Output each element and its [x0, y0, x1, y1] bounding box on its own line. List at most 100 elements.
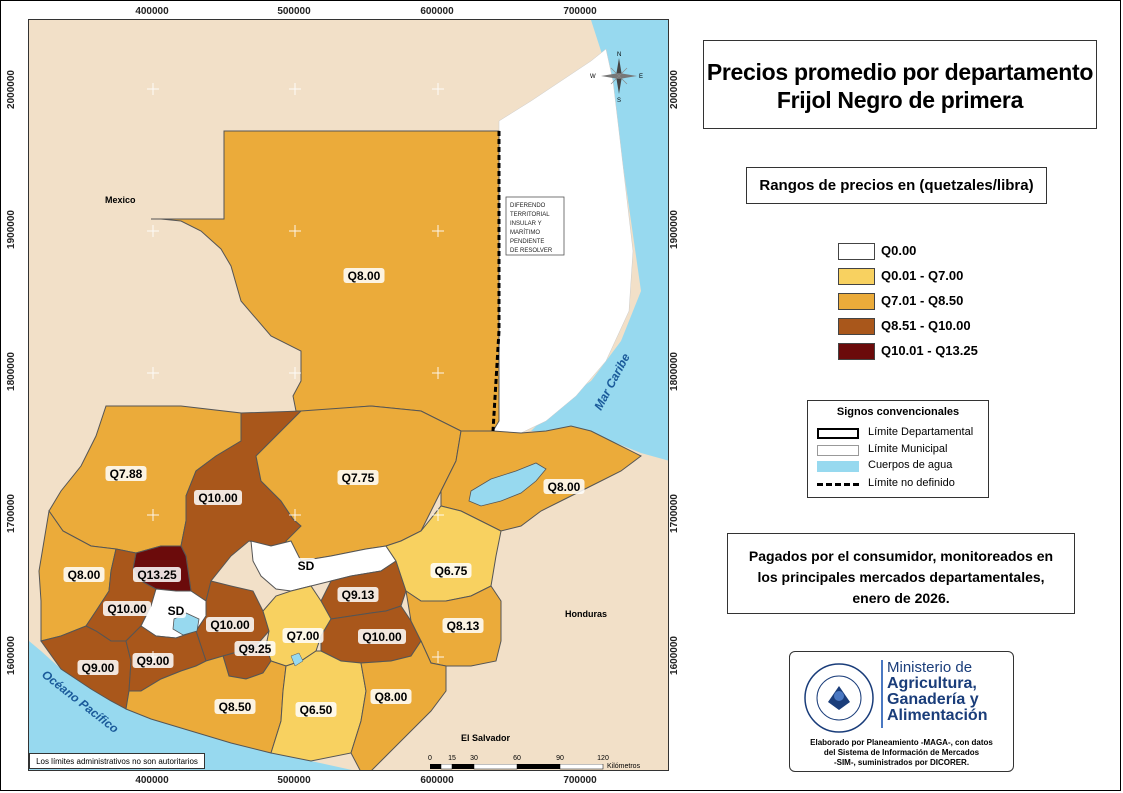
legend-label: Q0.01 - Q7.00 — [881, 268, 964, 283]
price-label-bg — [337, 470, 379, 485]
diferendo-line: DE RESOLVER — [510, 248, 553, 254]
x-coord-label: 700000 — [563, 6, 597, 17]
signs-label: Límite Departamental — [868, 426, 974, 438]
signs-legend: Signos convencionales Límite Departament… — [807, 400, 989, 498]
y-coord-label: 1900000 — [668, 210, 680, 249]
price-label-bg — [214, 699, 256, 714]
price-label: Q9.00 — [137, 654, 170, 668]
department-zacapa — [385, 505, 502, 602]
price-label-bg — [282, 628, 324, 643]
price-label-bg — [77, 660, 119, 675]
el-salvador-label: El Salvador — [461, 733, 511, 743]
price-label-bg — [105, 466, 147, 481]
dept-boundary-swatch — [817, 428, 859, 439]
legend-swatch — [838, 243, 875, 260]
mexico-label: Mexico — [105, 195, 136, 205]
compass-s: S — [617, 98, 621, 104]
price-label: Q8.00 — [375, 690, 408, 704]
price-label: Q6.50 — [300, 703, 333, 717]
legend-swatch — [838, 318, 875, 335]
price-label-bg — [343, 268, 385, 283]
price-label-bg — [296, 558, 316, 573]
ministry-line: Ganadería y — [887, 691, 979, 708]
scale-unit: Kilómetros — [607, 763, 641, 770]
caribbean-sea — [531, 20, 668, 461]
price-label: Q6.75 — [435, 564, 468, 578]
scale-tick: 90 — [556, 755, 564, 762]
ministry-line: Ministerio de — [887, 659, 973, 676]
price-label: Q7.75 — [342, 471, 375, 485]
x-coord-label: 400000 — [135, 775, 169, 786]
price-label-bg — [543, 479, 585, 494]
signs-label: Límite no definido — [868, 477, 955, 489]
honduras-label: Honduras — [565, 609, 607, 619]
title-line-1: Precios promedio por departamento — [706, 59, 1094, 85]
legend-swatch — [838, 268, 875, 285]
y-coord-label: 1700000 — [5, 494, 17, 533]
compass-e: E — [639, 74, 643, 80]
ministry-line: Alimentación — [887, 707, 988, 724]
y-coord-label: 2000000 — [5, 70, 17, 109]
y-coord-label: 1800000 — [668, 352, 680, 391]
title-line-2: Frijol Negro de primera — [776, 87, 1024, 113]
title-box: Precios promedio por departamento Frijol… — [703, 40, 1097, 129]
water-swatch — [817, 461, 859, 472]
price-label: Q8.00 — [68, 568, 101, 582]
price-label-bg — [234, 641, 276, 656]
diferendo-text: DIFERENDO TERRITORIAL INSULAR Y MARÍTIMO… — [510, 203, 553, 254]
pacific-ocean — [29, 641, 352, 770]
undefined-border-swatch — [817, 483, 859, 486]
x-coord-label: 600000 — [420, 6, 454, 17]
diferendo-line: PENDIENTE — [510, 239, 544, 245]
credit-line: -SIM-, suministrados por DICORER. — [833, 758, 970, 767]
department-jutiapa — [350, 639, 447, 770]
y-coord-label: 1800000 — [5, 352, 17, 391]
signs-item: Límite Municipal — [817, 443, 987, 459]
diferendo-box — [505, 196, 565, 256]
ministry-name: Ministerio de Agricultura, Ganadería y A… — [887, 660, 987, 724]
muni-boundary-swatch — [817, 445, 859, 456]
scale-bar-graphic — [430, 764, 604, 770]
legend-label: Q8.51 - Q10.00 — [881, 318, 971, 333]
legend-swatch — [838, 293, 875, 310]
note-line-1: Pagados por el consumidor, monitoreados … — [748, 548, 1054, 564]
price-label: Q7.88 — [110, 467, 143, 481]
map-canvas[interactable]: DIFERENDO TERRITORIAL INSULAR Y MARÍTIMO… — [28, 19, 669, 771]
price-label: Q10.00 — [210, 618, 250, 632]
legend-label: Q7.01 - Q8.50 — [881, 293, 964, 308]
price-label: Q8.50 — [219, 700, 252, 714]
price-label: Q8.00 — [548, 480, 581, 494]
x-coord-label: 400000 — [135, 6, 169, 17]
price-label-bg — [63, 567, 105, 582]
price-label: Q10.00 — [362, 630, 402, 644]
compass-n: N — [617, 52, 621, 58]
credit-text: Elaborado por Planeamiento -MAGA-, con d… — [790, 738, 1013, 768]
lake-izabal — [468, 462, 547, 507]
note-line-2: los principales mercados departamentales… — [757, 569, 1045, 585]
signs-label: Límite Municipal — [868, 443, 948, 455]
price-label-bg — [103, 601, 151, 616]
price-label-bg — [133, 567, 181, 582]
diferendo-line: DIFERENDO — [510, 203, 546, 209]
price-label-bg — [358, 629, 406, 644]
scale-tick: 15 — [448, 755, 456, 762]
diferendo-line: TERRITORIAL — [510, 212, 550, 218]
compass-rose-icon: N S E W — [590, 52, 643, 104]
ministry-line: Agricultura, — [887, 675, 977, 692]
legend-label: Q10.01 - Q13.25 — [881, 343, 978, 358]
y-coord-label: 1900000 — [5, 210, 17, 249]
price-label-bg — [337, 587, 379, 602]
scale-tick: 0 — [428, 755, 432, 762]
legend-label: Q0.00 — [881, 243, 917, 258]
price-label: Q13.25 — [137, 568, 177, 582]
x-coord-label: 700000 — [563, 775, 597, 786]
coat-of-arms-seal-icon — [804, 663, 874, 733]
price-label: Q10.00 — [107, 602, 147, 616]
note-line-3: enero de 2026. — [852, 590, 950, 606]
credit-line: del Sistema de Información de Mercados — [823, 748, 980, 757]
department-escuintla — [125, 655, 287, 754]
signs-item: Límite Departamental — [817, 426, 987, 442]
diferendo-line: INSULAR Y — [510, 221, 542, 227]
note-box: Pagados por el consumidor, monitoreados … — [727, 533, 1075, 614]
